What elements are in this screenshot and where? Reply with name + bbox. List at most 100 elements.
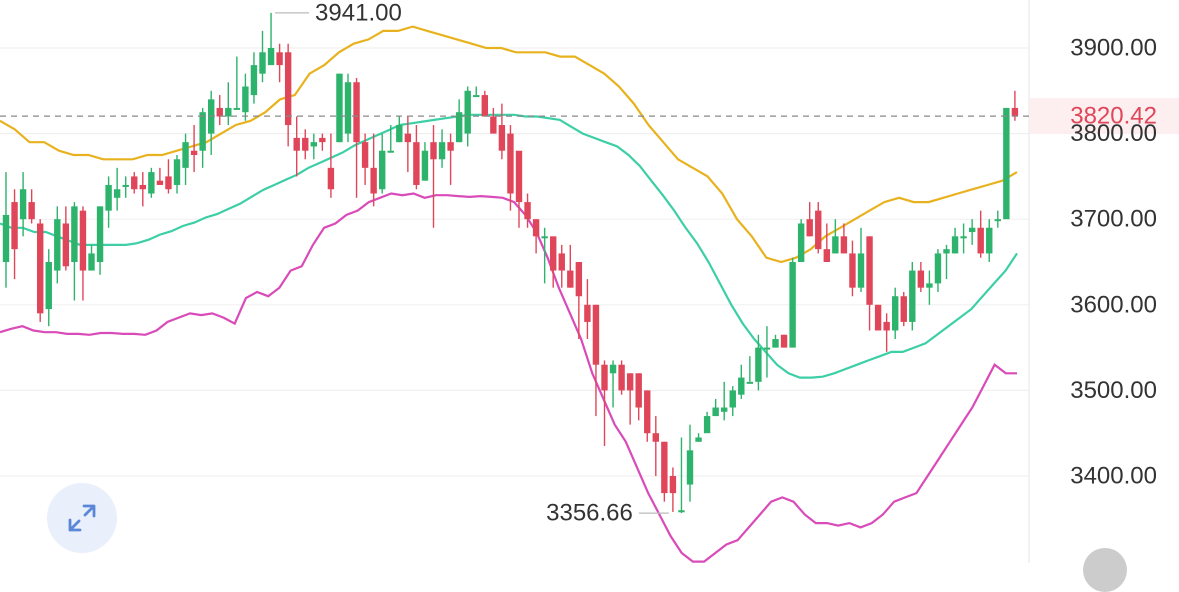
candle — [361, 133, 369, 185]
candle — [968, 219, 976, 245]
candle-body — [199, 112, 206, 151]
candle-body — [832, 236, 839, 254]
candle-body — [1003, 107, 1010, 220]
candle-body — [977, 227, 984, 254]
candle-body — [19, 189, 27, 220]
candle-body — [327, 167, 335, 190]
settings-button[interactable] — [1083, 548, 1127, 592]
candle-body — [11, 202, 18, 250]
candle — [327, 133, 335, 198]
candle-body — [28, 202, 35, 220]
candle — [88, 244, 95, 271]
candle — [96, 206, 104, 275]
candle-body — [772, 339, 779, 348]
candle — [319, 133, 326, 151]
candle — [567, 244, 574, 288]
candle-body — [455, 112, 463, 143]
candle — [396, 116, 403, 143]
candle-body — [994, 219, 1001, 222]
y-axis-labels: 3900.00 3800.00 3700.00 3600.00 3500.00 3400.… — [1070, 35, 1157, 490]
candle — [592, 304, 600, 417]
candle — [883, 313, 890, 352]
candle — [481, 90, 488, 117]
candle — [79, 206, 87, 301]
candle — [909, 262, 916, 331]
y-tick-label: 3600.00 — [1070, 291, 1157, 318]
candle-body — [695, 437, 702, 442]
candle — [139, 172, 146, 207]
candle-body — [122, 184, 129, 187]
candle — [148, 167, 155, 198]
candle — [250, 52, 258, 104]
candle — [387, 125, 394, 153]
candle-body — [806, 219, 813, 237]
candle — [738, 364, 745, 399]
candle — [755, 334, 762, 391]
candle — [686, 424, 694, 502]
candle-body — [165, 176, 172, 190]
candle — [729, 386, 736, 417]
candle-body — [934, 253, 942, 284]
candle-body — [250, 65, 258, 96]
candle-body — [276, 52, 283, 66]
candle-body — [413, 142, 420, 185]
candle-body — [216, 107, 223, 117]
expand-icon — [68, 504, 96, 532]
candle-body — [105, 184, 112, 211]
current-price-label: 3820.42 — [1070, 103, 1157, 130]
candle-body — [344, 82, 352, 134]
candle-body — [361, 142, 369, 168]
candle — [721, 381, 728, 421]
candle — [242, 73, 249, 121]
low-price-label: 3356.66 — [546, 500, 633, 527]
candle — [267, 12, 275, 66]
candle-body — [789, 262, 796, 348]
candle-body — [661, 441, 668, 494]
candle-body — [644, 390, 651, 434]
candle-body — [541, 236, 548, 239]
candle-body — [404, 133, 412, 143]
candle — [11, 189, 18, 280]
candle — [71, 202, 78, 301]
candle — [379, 133, 386, 194]
candle — [421, 142, 429, 181]
candle — [806, 202, 813, 237]
candle-body — [968, 227, 976, 233]
candle — [840, 223, 848, 254]
price-chart[interactable]: 3820.42 3900.00 3800.00 3700.00 3600.00 3500… — [0, 0, 1179, 563]
candle-body — [242, 86, 249, 113]
candle — [113, 167, 121, 211]
candle-body — [156, 180, 164, 185]
candle-body — [182, 142, 189, 168]
candle — [857, 227, 865, 292]
candle — [430, 125, 437, 228]
candle-body — [96, 206, 104, 262]
candle-body — [310, 142, 317, 147]
y-tick-label: 3500.00 — [1070, 377, 1157, 404]
candle-body — [780, 334, 788, 348]
candle — [302, 129, 309, 160]
candle — [986, 219, 993, 262]
candle-body — [626, 373, 634, 391]
candle — [601, 360, 608, 447]
candle-body — [703, 416, 711, 434]
candle — [199, 107, 206, 168]
candle — [584, 279, 591, 340]
candle — [515, 150, 523, 228]
candle — [669, 467, 677, 512]
candle — [208, 90, 215, 155]
expand-button[interactable] — [47, 483, 117, 553]
candle-body — [815, 210, 822, 250]
candle-body — [558, 253, 565, 271]
candle-body — [233, 107, 241, 110]
candle-body — [874, 304, 882, 331]
candle-body — [909, 270, 916, 322]
y-tick-label: 3700.00 — [1070, 206, 1157, 233]
candle-body — [797, 223, 805, 262]
candle-body — [584, 304, 591, 322]
candle-body — [729, 390, 736, 408]
candle — [815, 202, 822, 254]
y-tick-label: 3900.00 — [1070, 35, 1157, 62]
candle — [182, 133, 189, 185]
candle-body — [635, 373, 642, 408]
